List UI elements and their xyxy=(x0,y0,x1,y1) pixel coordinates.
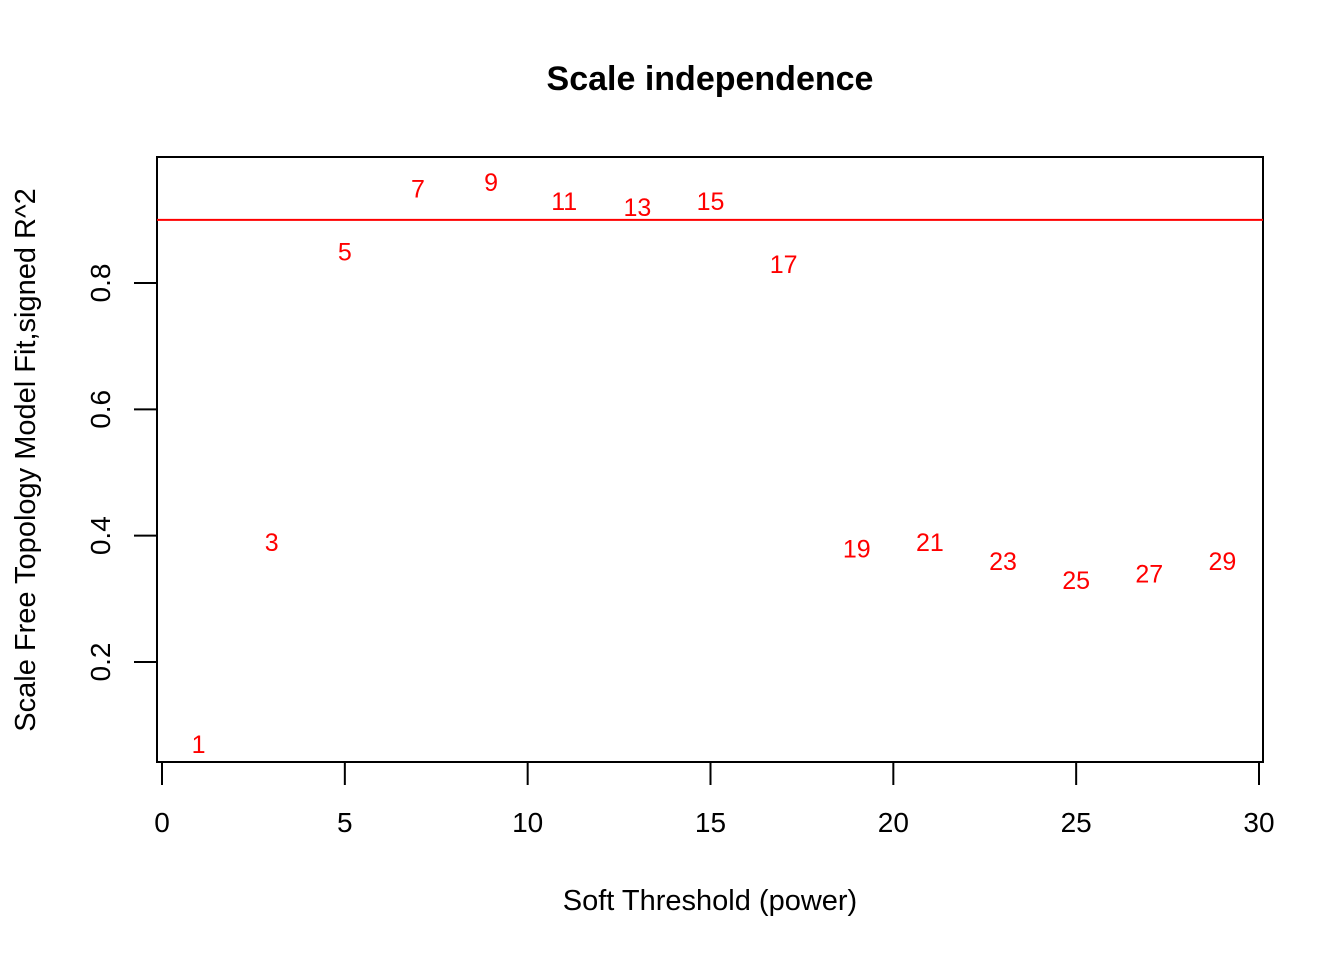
point-label: 7 xyxy=(411,175,425,203)
point-label: 25 xyxy=(1062,567,1090,595)
x-tick-label: 25 xyxy=(1061,807,1092,838)
point-label: 19 xyxy=(843,535,871,563)
point-label: 15 xyxy=(697,188,725,216)
point-label: 27 xyxy=(1135,561,1163,589)
y-axis: 0.2 0.4 0.6 0.8 xyxy=(85,264,158,682)
point-label: 9 xyxy=(484,169,498,197)
y-tick-label: 0.4 xyxy=(85,516,116,555)
y-tick-label: 0.6 xyxy=(85,390,116,429)
point-label: 5 xyxy=(338,238,352,266)
point-label: 3 xyxy=(265,529,279,557)
x-axis: 0 5 10 15 20 25 30 xyxy=(154,761,1275,838)
y-tick-label: 0.8 xyxy=(85,264,116,303)
x-tick-label: 10 xyxy=(512,807,543,838)
x-axis-label: Soft Threshold (power) xyxy=(563,885,857,917)
point-label: 21 xyxy=(916,529,944,557)
x-tick-label: 20 xyxy=(878,807,909,838)
x-tick-label: 30 xyxy=(1243,807,1274,838)
plot-frame xyxy=(156,156,1264,763)
point-label: 1 xyxy=(192,731,206,759)
y-axis-label: Scale Free Topology Model Fit,signed R^2 xyxy=(10,188,42,731)
y-tick-label: 0.2 xyxy=(85,643,116,682)
point-label: 17 xyxy=(770,251,798,279)
point-label: 23 xyxy=(989,548,1017,576)
x-tick-label: 15 xyxy=(695,807,726,838)
point-label: 11 xyxy=(551,188,577,216)
x-tick-label: 5 xyxy=(337,807,353,838)
x-tick-label: 0 xyxy=(154,807,170,838)
point-label: 29 xyxy=(1209,548,1237,576)
point-label: 13 xyxy=(623,194,651,222)
chart-title: Scale independence xyxy=(547,60,874,98)
